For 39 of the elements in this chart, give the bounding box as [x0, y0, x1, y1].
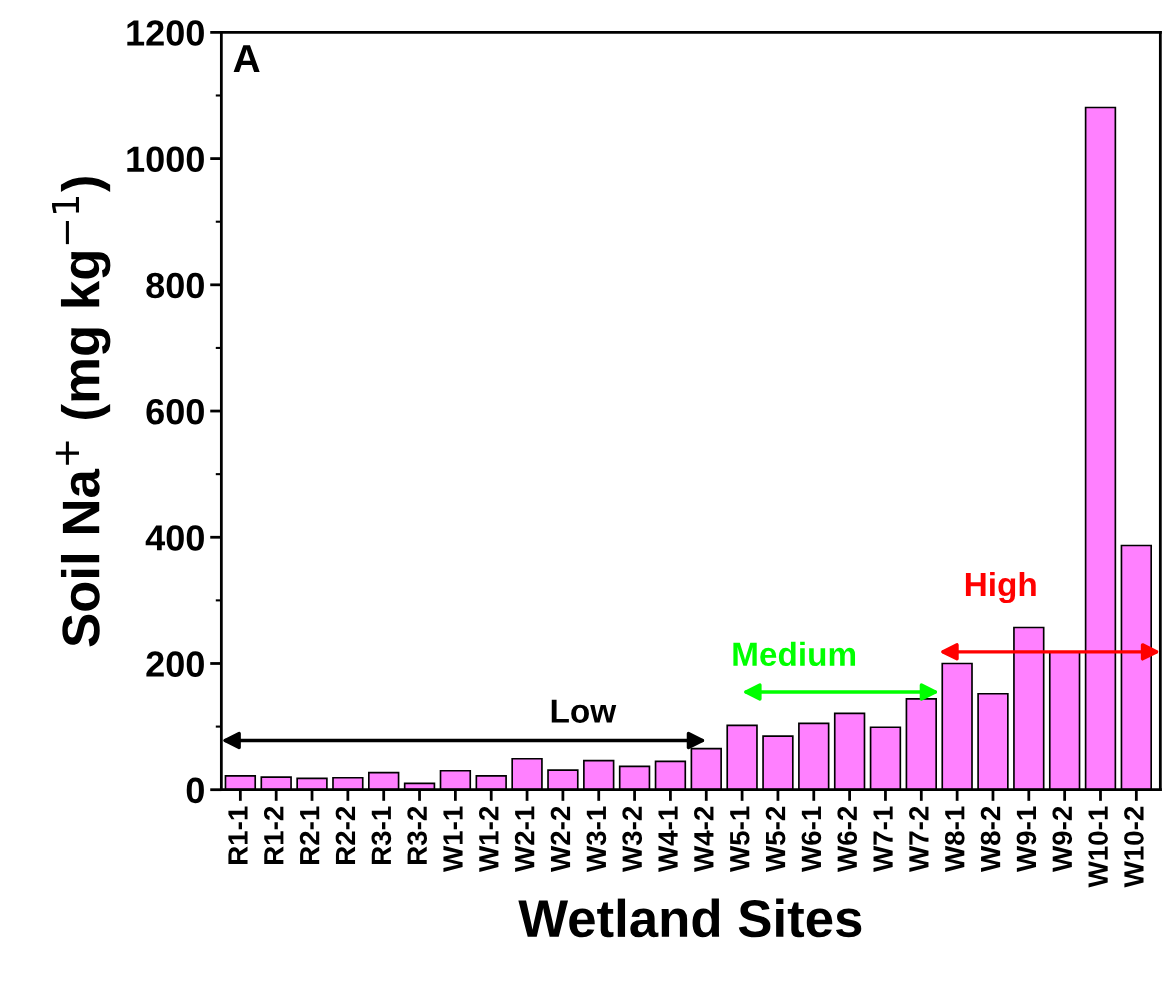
x-tick-label: W10-1	[1088, 806, 1108, 888]
y-tick-label: 200	[146, 651, 204, 677]
x-tick-label: W5-2	[765, 806, 786, 873]
x-tick-label: W9-1	[1016, 806, 1037, 873]
x-tick-label: W5-1	[730, 806, 750, 873]
x-tick-label: W7-1	[873, 806, 893, 873]
x-tick-label: W10-2	[1124, 806, 1144, 888]
x-tick-label: R1-1	[228, 806, 248, 865]
y-tick-label: 1000	[127, 146, 204, 173]
x-tick-label: W4-1	[658, 806, 678, 873]
x-tick-label: W2-1	[514, 806, 535, 873]
x-tick-label: R3-2	[407, 806, 428, 865]
annotation: Low	[551, 699, 617, 723]
x-tick-label: R2-2	[335, 806, 356, 865]
x-tick-label: W8-2	[980, 806, 1001, 873]
annotation: Medium	[733, 641, 856, 667]
x-tick-label: W7-2	[909, 806, 929, 873]
x-tick-label: W1-1	[443, 806, 463, 873]
y-tick-label: 600	[146, 398, 204, 425]
x-tick-label: W6-1	[801, 806, 822, 873]
x-axis-title: Wetland Sites	[518, 898, 862, 938]
x-tick-label: W2-2	[550, 806, 571, 873]
y-tick-label: 400	[145, 525, 204, 551]
annotation: High	[965, 571, 1036, 604]
x-tick-label: W8-1	[944, 806, 965, 873]
y-tick-label: 1200	[127, 20, 204, 46]
x-tick-label: R2-1	[299, 806, 320, 865]
y-axis-title: Soil Na$^{+}$ (mg kg$^{−1}$)	[52, 177, 111, 647]
x-tick-label: R1-2	[263, 806, 284, 865]
x-tick-label: W3-1	[586, 806, 607, 873]
x-tick-label: W9-2	[1052, 806, 1073, 873]
x-tick-label: R3-1	[371, 806, 392, 865]
y-tick-label: 800	[146, 272, 204, 299]
x-tick-label: W3-2	[622, 806, 643, 873]
x-tick-label: W4-2	[694, 806, 714, 873]
chart-title: A	[233, 45, 260, 72]
x-tick-label: W1-2	[479, 806, 499, 873]
x-tick-label: W6-2	[837, 806, 858, 873]
y-tick-label: 0	[186, 777, 204, 804]
